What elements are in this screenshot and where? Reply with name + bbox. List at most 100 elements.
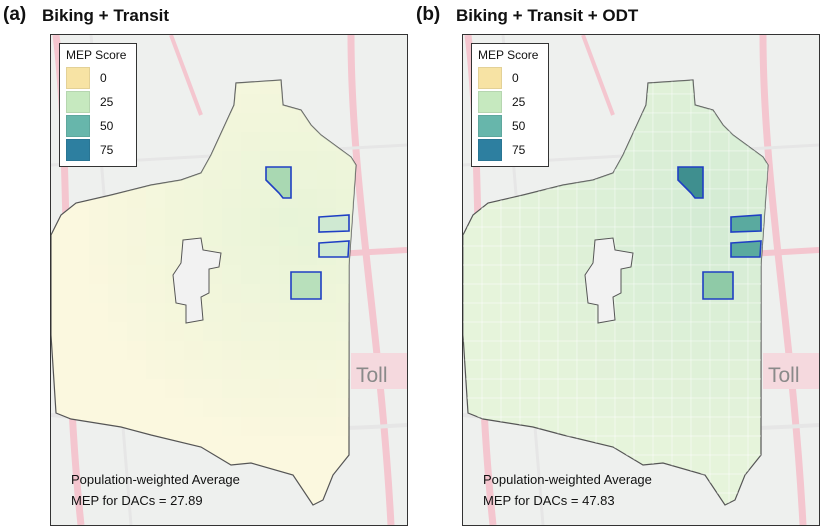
grid-cell <box>108 208 127 227</box>
grid-cell <box>108 170 127 189</box>
grid-cell <box>747 169 768 190</box>
dac-polygon-3a[interactable] <box>318 240 350 258</box>
grid-cell <box>241 455 260 474</box>
grid-cell <box>481 340 502 361</box>
dac-polygon-1a[interactable] <box>265 166 292 199</box>
grid-cell <box>538 188 559 209</box>
grid-cell <box>709 131 730 152</box>
grid-cell <box>577 512 596 525</box>
grid-cell <box>481 207 502 228</box>
grid-cell <box>184 417 203 436</box>
map-panel-b[interactable]: Toll MEP Score 0 25 50 75 Population-wei… <box>462 34 820 526</box>
grid-cell <box>279 208 298 227</box>
grid-cell <box>89 265 108 284</box>
average-line2-b: MEP for DACs = 47.83 <box>483 493 615 508</box>
map-panel-a[interactable]: Toll MEP Score 0 25 50 75 Population-wei… <box>50 34 408 526</box>
grid-cell <box>671 93 692 114</box>
grid-cell <box>614 416 635 437</box>
grid-cell <box>241 436 260 455</box>
grid-cell <box>279 436 298 455</box>
grid-cell <box>728 492 749 505</box>
grid-cell <box>500 226 521 247</box>
grid-cell <box>165 360 184 379</box>
grid-cell <box>146 341 165 360</box>
dac-polygon-2a[interactable] <box>318 214 350 233</box>
grid-cell <box>595 188 616 209</box>
grid-cell <box>557 321 578 342</box>
grid-cell <box>51 303 70 322</box>
grid-cell <box>260 303 279 322</box>
grid-cell <box>652 207 673 228</box>
grid-cell <box>241 379 260 398</box>
legend-value: 50 <box>100 119 114 133</box>
grid-cell <box>355 398 356 417</box>
grid-cell <box>690 454 711 475</box>
grid-cell <box>728 435 749 456</box>
dac-polygon-4b[interactable] <box>702 271 734 300</box>
grid-cell <box>595 340 616 361</box>
legend-row-0: 0 <box>478 66 542 90</box>
grid-cell <box>576 397 597 418</box>
grid-cell <box>671 359 692 380</box>
grid-cell <box>633 359 654 380</box>
grid-cell <box>652 378 673 399</box>
grid-cell <box>355 455 374 474</box>
grid-cell <box>317 360 336 379</box>
grid-cell <box>615 512 634 525</box>
excluded-hole-b <box>584 237 634 324</box>
average-line1-a: Population-weighted Average <box>71 472 240 487</box>
grid-cell <box>557 340 578 361</box>
grid-cell <box>298 151 317 170</box>
grid-cell <box>70 284 89 303</box>
grid-cell <box>481 283 502 304</box>
grid-cell <box>355 80 356 94</box>
grid-cell <box>222 493 241 512</box>
grid-cell <box>146 360 165 379</box>
grid-cell <box>184 132 203 151</box>
grid-cell <box>165 436 184 455</box>
grid-cell <box>336 512 355 525</box>
dac-polygon-2b[interactable] <box>730 214 762 233</box>
grid-cell <box>260 360 279 379</box>
grid-cell <box>709 226 730 247</box>
grid-cell <box>481 264 502 285</box>
grid-cell <box>279 132 298 151</box>
grid-cell <box>336 151 355 170</box>
grid-cell <box>652 80 673 95</box>
grid-cell <box>728 378 749 399</box>
grid-cell <box>709 80 730 95</box>
grid-cell <box>355 512 374 525</box>
dac-polygon-1b[interactable] <box>677 166 704 199</box>
grid-cell <box>652 226 673 247</box>
grid-cell <box>336 436 355 455</box>
grid-cell <box>481 378 502 399</box>
grid-cell <box>317 455 336 474</box>
grid-cell <box>279 303 298 322</box>
legend-row-50: 50 <box>66 114 130 138</box>
grid-cell <box>690 397 711 418</box>
grid-cell <box>520 512 539 525</box>
grid-cell <box>146 379 165 398</box>
grid-cell <box>500 283 521 304</box>
grid-cell <box>500 302 521 323</box>
grid-cell <box>690 93 711 114</box>
grid-cell <box>127 208 146 227</box>
grid-cell <box>481 302 502 323</box>
grid-cell <box>710 512 729 525</box>
grid-cell <box>260 322 279 341</box>
grid-cell <box>89 284 108 303</box>
dac-polygon-4a[interactable] <box>290 271 322 300</box>
grid-cell <box>747 492 768 505</box>
grid-cell <box>89 303 108 322</box>
grid-cell <box>51 436 70 455</box>
grid-cell <box>222 284 241 303</box>
grid-cell <box>89 322 108 341</box>
grid-cell <box>165 94 184 113</box>
grid-cell <box>222 208 241 227</box>
grid-cell <box>614 321 635 342</box>
grid-cell <box>463 264 483 285</box>
grid-cell <box>576 80 597 95</box>
dac-polygon-3b[interactable] <box>730 240 762 258</box>
grid-cell <box>127 284 146 303</box>
grid-cell <box>538 264 559 285</box>
